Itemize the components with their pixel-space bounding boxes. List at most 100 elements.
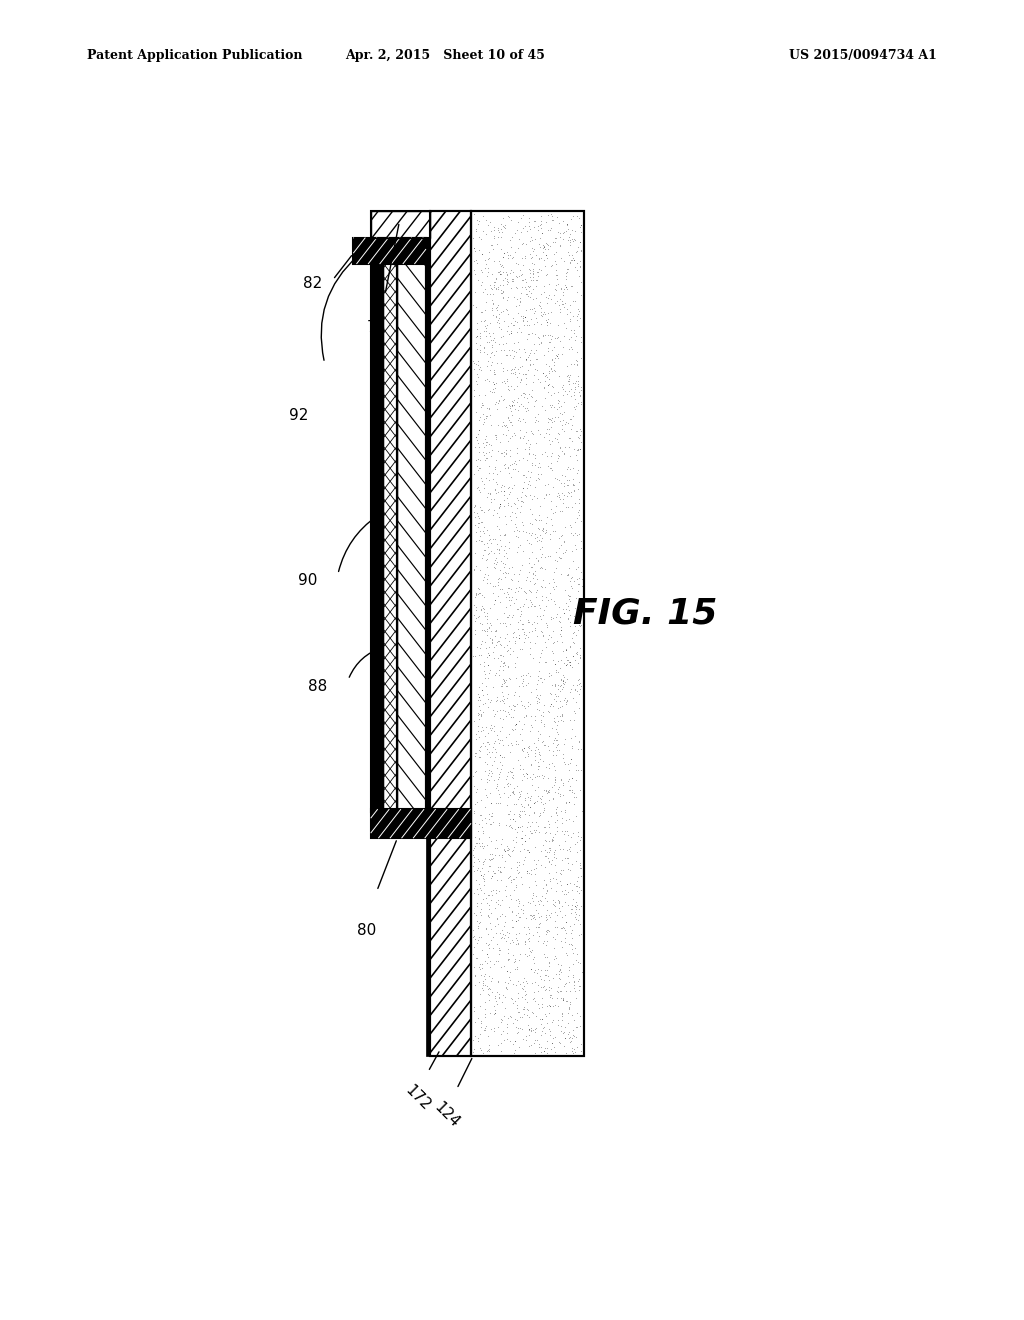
Point [518, 521, 535, 543]
Point [557, 1027, 573, 1048]
Point [502, 809, 518, 830]
Point [484, 884, 501, 906]
Point [538, 780, 554, 801]
Point [567, 230, 584, 251]
Point [559, 298, 575, 319]
Point [472, 879, 488, 900]
Point [474, 499, 490, 520]
Point [487, 777, 504, 799]
Point [507, 656, 523, 677]
Point [515, 425, 531, 446]
Point [562, 379, 579, 400]
Point [506, 286, 522, 308]
Point [537, 1023, 553, 1044]
Point [483, 351, 500, 372]
Point [520, 812, 537, 833]
Point [512, 491, 528, 512]
Point [496, 490, 512, 511]
Point [519, 478, 536, 499]
Point [490, 539, 507, 560]
Point [532, 841, 549, 862]
Point [558, 653, 574, 675]
Point [535, 517, 551, 539]
Text: 92: 92 [290, 408, 308, 424]
Point [547, 854, 563, 875]
Point [525, 553, 542, 574]
Point [483, 632, 500, 653]
Point [530, 234, 547, 255]
Point [564, 248, 581, 269]
Point [476, 863, 493, 884]
Point [467, 965, 483, 986]
Point [563, 516, 580, 537]
Point [509, 750, 525, 771]
Point [466, 238, 482, 259]
Point [529, 550, 546, 572]
Point [524, 556, 541, 577]
Point [526, 946, 543, 968]
Point [520, 793, 537, 814]
Point [492, 690, 508, 711]
Point [554, 895, 570, 916]
Point [500, 578, 516, 599]
Point [543, 203, 559, 224]
Point [483, 334, 500, 355]
Point [483, 903, 500, 924]
Point [501, 843, 517, 865]
Point [551, 294, 567, 315]
Point [531, 519, 548, 540]
Point [525, 289, 542, 310]
Point [475, 412, 492, 433]
Point [502, 644, 518, 665]
Point [505, 694, 521, 715]
Point [467, 611, 483, 632]
Point [556, 917, 572, 939]
Point [490, 519, 507, 540]
Point [538, 651, 554, 672]
Point [512, 322, 528, 343]
Point [559, 585, 575, 606]
Point [473, 634, 489, 655]
Point [539, 1012, 555, 1034]
Point [554, 1002, 570, 1023]
Point [493, 219, 509, 240]
Point [468, 326, 484, 347]
Point [487, 879, 504, 900]
Point [541, 205, 557, 226]
Point [556, 973, 572, 994]
Point [502, 774, 518, 795]
Point [539, 891, 555, 912]
Point [569, 426, 586, 447]
Point [526, 1019, 543, 1040]
Point [547, 824, 563, 845]
Point [503, 742, 519, 763]
Point [483, 849, 500, 870]
Point [508, 516, 524, 537]
Point [505, 869, 521, 890]
Point [508, 589, 524, 610]
Point [529, 359, 546, 380]
Point [563, 484, 580, 506]
Point [511, 408, 527, 429]
Point [487, 898, 504, 919]
Point [482, 1019, 499, 1040]
Point [572, 826, 589, 847]
Point [472, 407, 488, 428]
Point [550, 723, 566, 744]
Point [477, 964, 494, 985]
Point [507, 223, 523, 244]
Point [497, 850, 513, 871]
Text: FIG. 15: FIG. 15 [573, 597, 717, 631]
Point [472, 520, 488, 541]
Point [571, 1015, 588, 1036]
Point [560, 649, 577, 671]
Point [469, 684, 485, 705]
Point [494, 227, 510, 248]
Point [474, 471, 490, 492]
Point [483, 235, 500, 256]
Point [556, 689, 572, 710]
Point [569, 822, 586, 843]
Point [486, 251, 503, 272]
Point [482, 855, 499, 876]
Point [465, 350, 481, 371]
